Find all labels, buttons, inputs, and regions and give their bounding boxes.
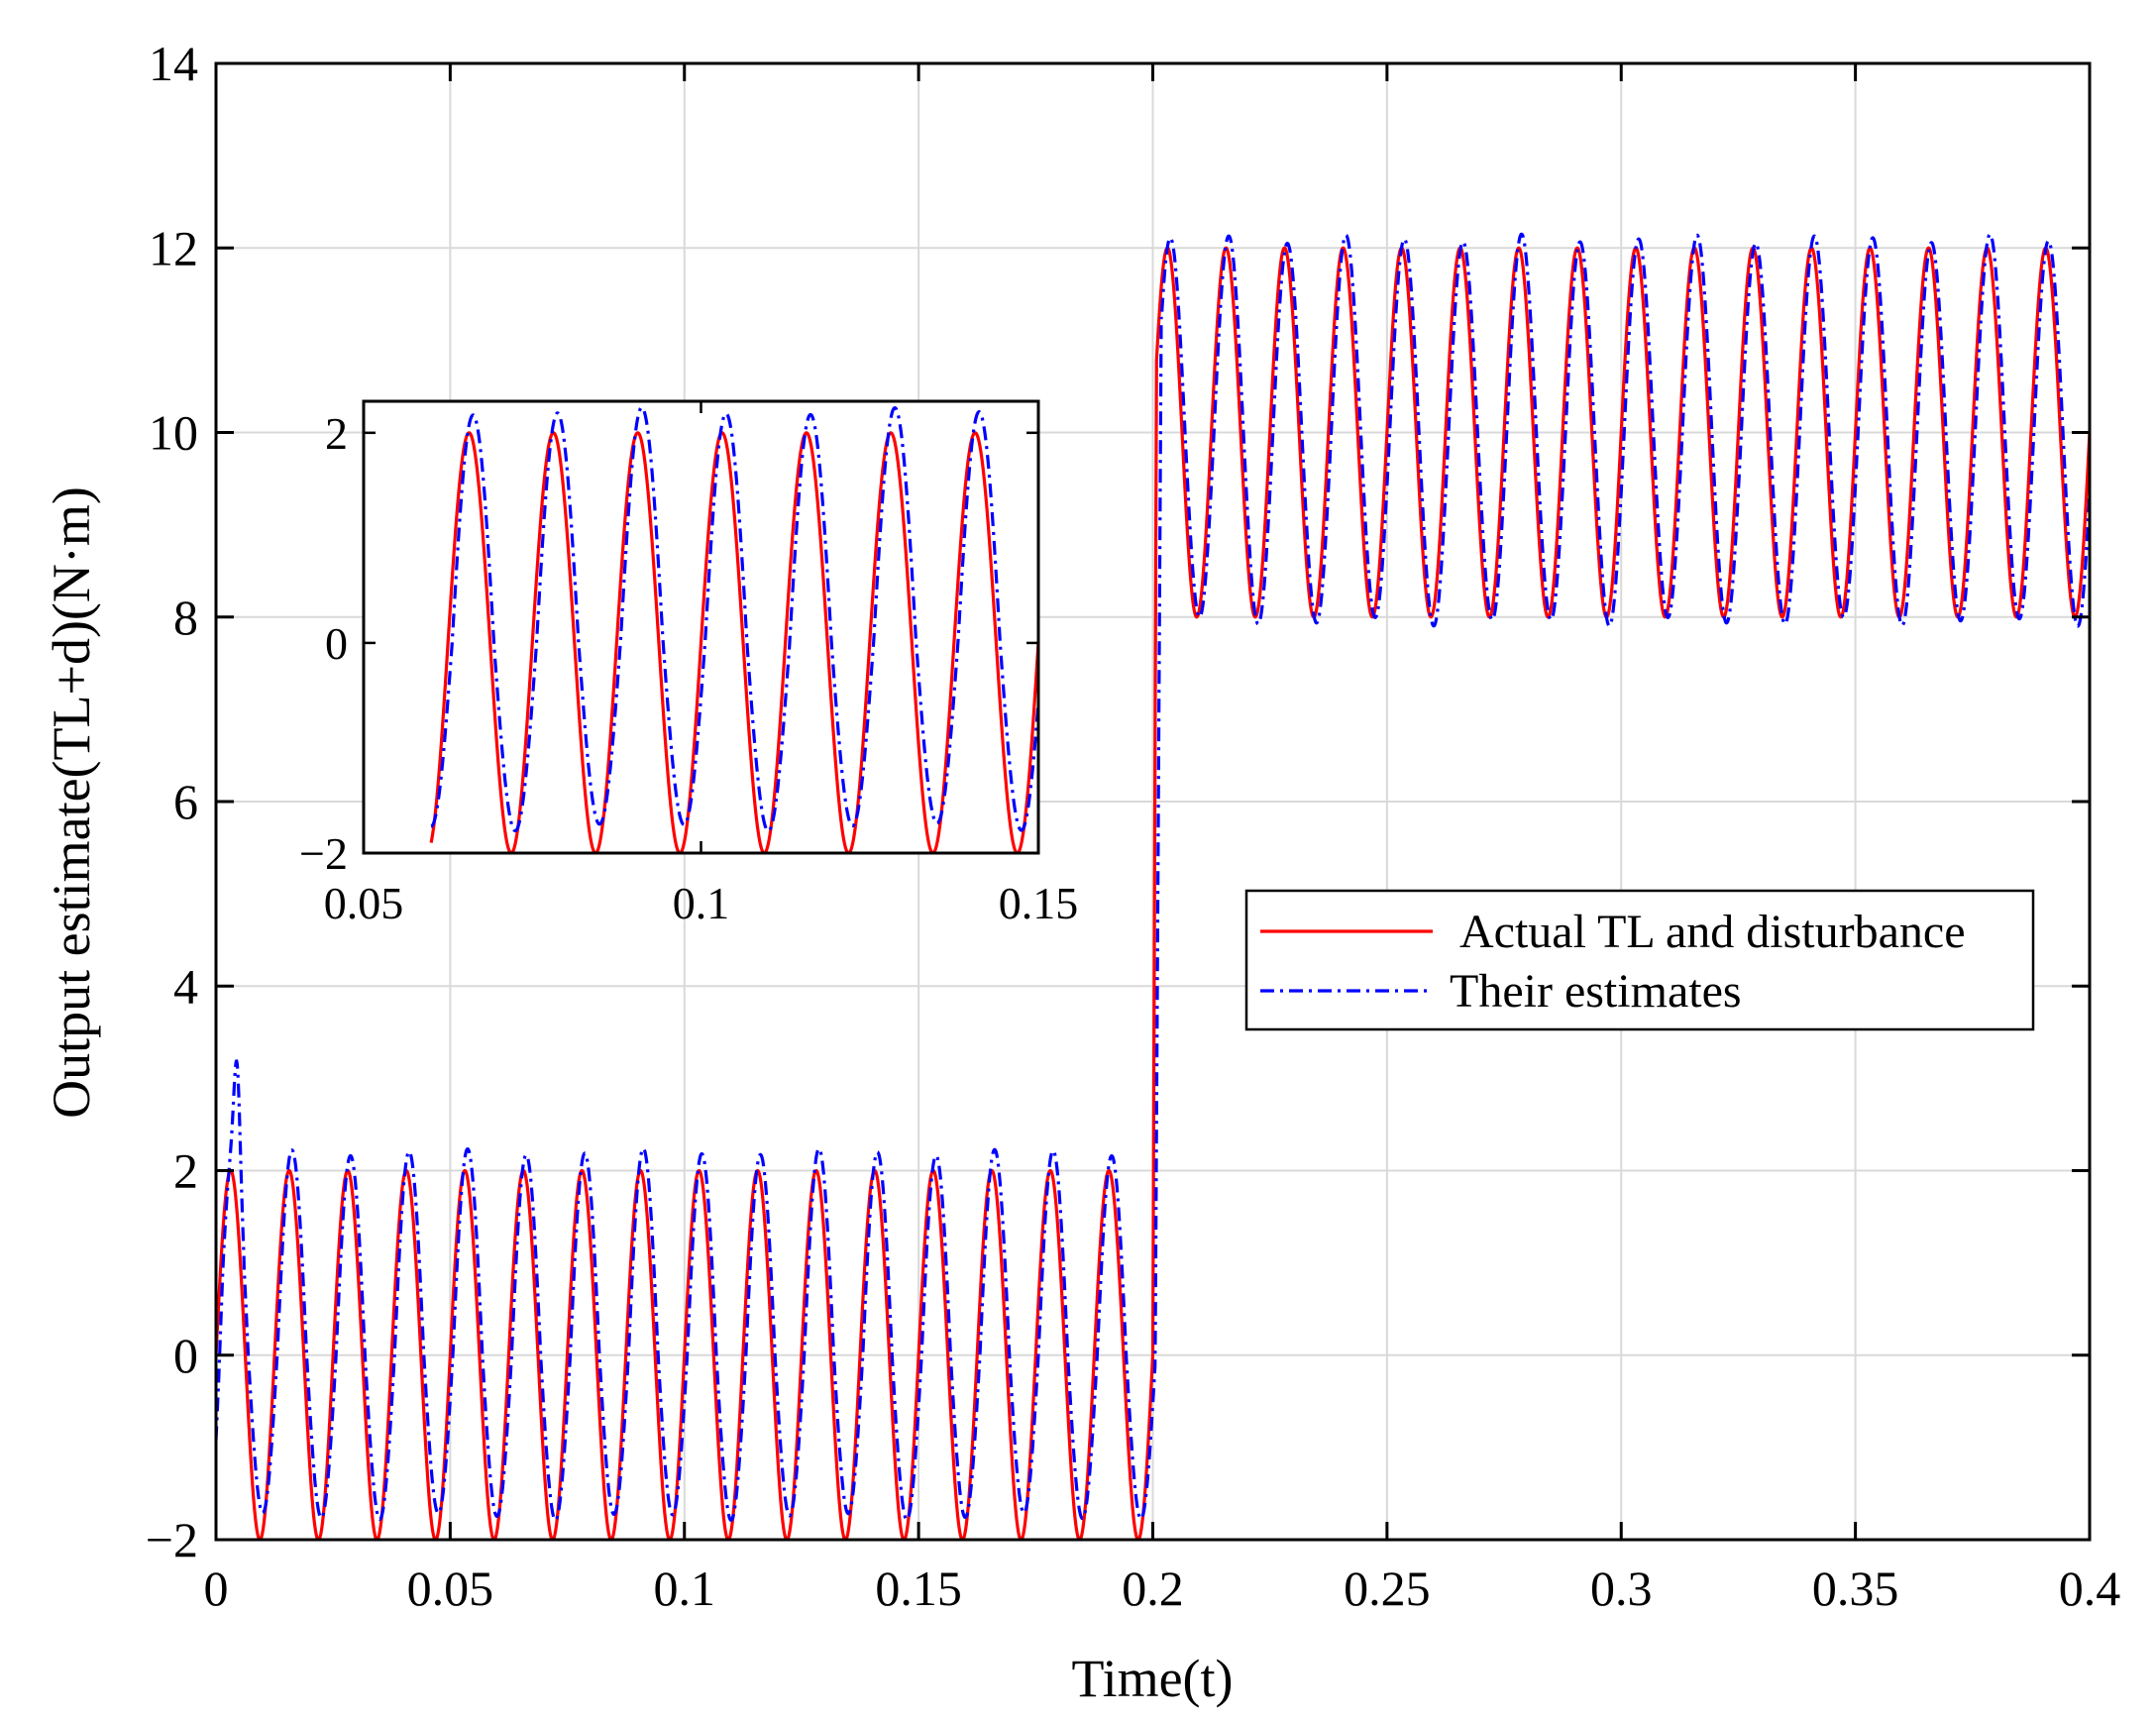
y-axis-label: Output estimate(TL+d)(N·m) [42,486,101,1119]
x-tick-label: 0.4 [2059,1561,2121,1616]
y-tick-label: 0 [173,1328,198,1383]
y-tick-label: −2 [146,1512,198,1567]
x-tick-label: 0.15 [875,1561,962,1616]
inset-x-tick-label: 0.1 [673,878,730,928]
inset-y-tick-label: −2 [299,828,348,879]
y-tick-label: 6 [173,774,198,829]
legend-label-actual: Actual TL and disturbance [1459,906,1966,958]
series-estimate-line [216,232,2090,1523]
inset-axis-ticks: 0.05 0.1 0.15 −2 0 2 [299,401,1078,928]
legend-box [1244,889,2035,1031]
y-tick-label: 14 [149,36,198,91]
x-tick-label: 0 [204,1561,229,1616]
inset-y-tick-label: 0 [325,618,348,669]
x-tick-label: 0.35 [1812,1561,1899,1616]
x-tick-label: 0.3 [1590,1561,1653,1616]
main-axis-ticks: 0 0.05 0.1 0.15 0.2 0.25 0.3 0.35 0.4−2024681012… [146,36,2120,1616]
y-tick-label: 10 [149,405,198,461]
y-tick-label: 8 [173,590,198,645]
x-tick-label: 0.25 [1344,1561,1431,1616]
inset-y-tick-label: 2 [325,408,348,459]
legend-label-estimate: Their estimates [1450,965,1742,1018]
x-axis-label: Time(t) [1071,1649,1233,1708]
x-tick-label: 0.2 [1122,1561,1184,1616]
main-series-group [216,232,2090,1540]
inset-x-tick-label: 0.15 [999,878,1079,928]
series-actual-line [216,246,2090,1540]
x-tick-label: 0.05 [407,1561,494,1616]
x-tick-label: 0.1 [654,1561,716,1616]
inset-x-tick-label: 0.05 [324,878,404,928]
inset-series-group [429,405,1038,853]
inset-series-actual-line [429,431,1038,853]
y-tick-label: 12 [149,220,198,275]
y-tick-label: 2 [173,1143,198,1199]
legend: Actual TL and disturbance Their estimate… [1244,889,2035,1031]
y-tick-label: 4 [173,958,198,1014]
